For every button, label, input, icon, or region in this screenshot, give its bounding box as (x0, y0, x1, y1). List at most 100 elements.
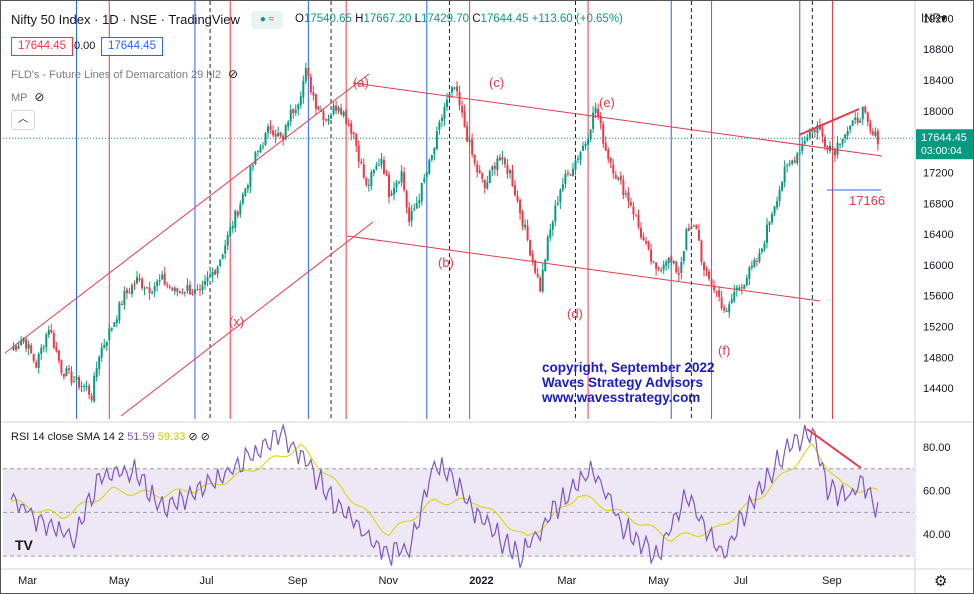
candle-body (803, 141, 806, 144)
candle-body (47, 329, 50, 336)
rsi-line (10, 423, 879, 568)
candle-body (816, 125, 819, 133)
candle-body (796, 153, 799, 163)
buy-button[interactable]: 17644.45 (101, 37, 163, 56)
gear-icon[interactable]: ⚙ (934, 573, 948, 590)
indicator-fld[interactable]: FLD's - Future Lines of Demarcation 29 h… (11, 67, 239, 81)
candle-body (672, 260, 675, 264)
candle-body (453, 87, 456, 89)
sell-button[interactable]: 17644.45 (11, 37, 73, 56)
candle-body (541, 269, 544, 292)
candle-body (377, 165, 380, 167)
candle-body (874, 131, 877, 137)
candle-body (95, 368, 98, 378)
candle-body (587, 138, 590, 145)
candle-body (118, 302, 121, 321)
candle-body (161, 274, 164, 280)
wave-label: (a) (353, 75, 369, 90)
candle-body (488, 170, 491, 184)
candle-body (697, 230, 700, 241)
price-tick-label: 17200 (923, 167, 954, 179)
candle-body (209, 274, 212, 277)
candle-body (433, 147, 436, 155)
indicator-mp[interactable]: MP ⊘ (11, 90, 45, 104)
live-status[interactable]: ● ≈ (251, 11, 283, 29)
candle-body (823, 137, 826, 147)
tradingview-logo-icon: TV (15, 537, 33, 553)
candle-body (766, 224, 768, 243)
candle-body (289, 109, 292, 122)
candle-body (579, 152, 582, 160)
exchange: NSE (130, 12, 157, 27)
candle-body (156, 281, 159, 286)
candle-body (760, 248, 763, 252)
candle-body (297, 104, 300, 110)
interval[interactable]: 1D (102, 12, 119, 27)
candle-body (516, 195, 519, 202)
candle-body (730, 299, 733, 304)
candle-body (244, 188, 247, 196)
candle-body (642, 236, 645, 241)
eye-off-icon[interactable]: ⊘ (34, 90, 45, 104)
candle-body (413, 208, 416, 210)
candle-body (141, 279, 144, 288)
candle-body (854, 117, 857, 120)
candle-body (299, 96, 302, 106)
candle-body (138, 278, 141, 280)
candle-body (818, 125, 821, 130)
candle-body (279, 132, 282, 137)
time-tick-label: Mar (18, 575, 37, 587)
price-tick-label: 14400 (923, 383, 954, 395)
rsi-value: 51.59 (127, 431, 155, 443)
price-change: +113.60 (+0.65%) (531, 13, 623, 25)
candle-body (171, 288, 174, 291)
price-tick-label: 15200 (923, 322, 954, 334)
candle-body (657, 268, 660, 270)
candle-body (57, 350, 60, 361)
candle-body (569, 174, 572, 176)
chevron-up-icon[interactable]: ︿ (11, 110, 35, 130)
candle-body (582, 146, 585, 151)
candle-body (423, 178, 426, 183)
rsi-sma-line (10, 443, 879, 542)
wave-label: (d) (567, 306, 583, 321)
candle-body (309, 76, 312, 93)
time-tick-label: Sep (288, 575, 308, 587)
candle-body (83, 386, 86, 388)
candle-body (428, 159, 431, 174)
candle-body (783, 166, 786, 183)
candle-body (624, 193, 627, 195)
candle-body (667, 257, 670, 264)
candle-body (229, 227, 232, 237)
candle-body (622, 179, 625, 196)
candle-body (511, 169, 514, 187)
currency-selector[interactable]: INR▾ (921, 13, 947, 25)
candle-body (763, 243, 766, 249)
candle-body (345, 110, 348, 124)
time-tick-label: May (109, 575, 130, 587)
candle-body (221, 254, 224, 259)
symbol-title[interactable]: Nifty 50 Index · 1D · NSE · TradingView (11, 12, 240, 27)
candle-body (430, 154, 433, 160)
candle-body (60, 359, 63, 373)
candle-body (831, 146, 834, 148)
eye-off-icon[interactable]: ⊘ (228, 67, 239, 81)
candle-body (239, 204, 242, 215)
candle-body (204, 281, 207, 285)
candle-body (561, 184, 564, 190)
candle-body (738, 287, 741, 290)
candle-body (110, 328, 113, 331)
candle-body (151, 292, 154, 294)
symbol-name[interactable]: Nifty 50 Index (11, 12, 91, 27)
candle-body (481, 173, 484, 179)
candle-body (438, 122, 441, 130)
candle-body (105, 341, 108, 346)
candle-body (808, 131, 811, 138)
rsi-legend[interactable]: RSI 14 close SMA 14 2 51.59 59.33 ⊘ ⊘ (11, 431, 210, 443)
candle-body (589, 129, 592, 139)
candle-body (362, 164, 365, 178)
candle-body (468, 139, 471, 143)
candle-body (214, 270, 217, 275)
price-tick-label: 16800 (923, 198, 954, 210)
